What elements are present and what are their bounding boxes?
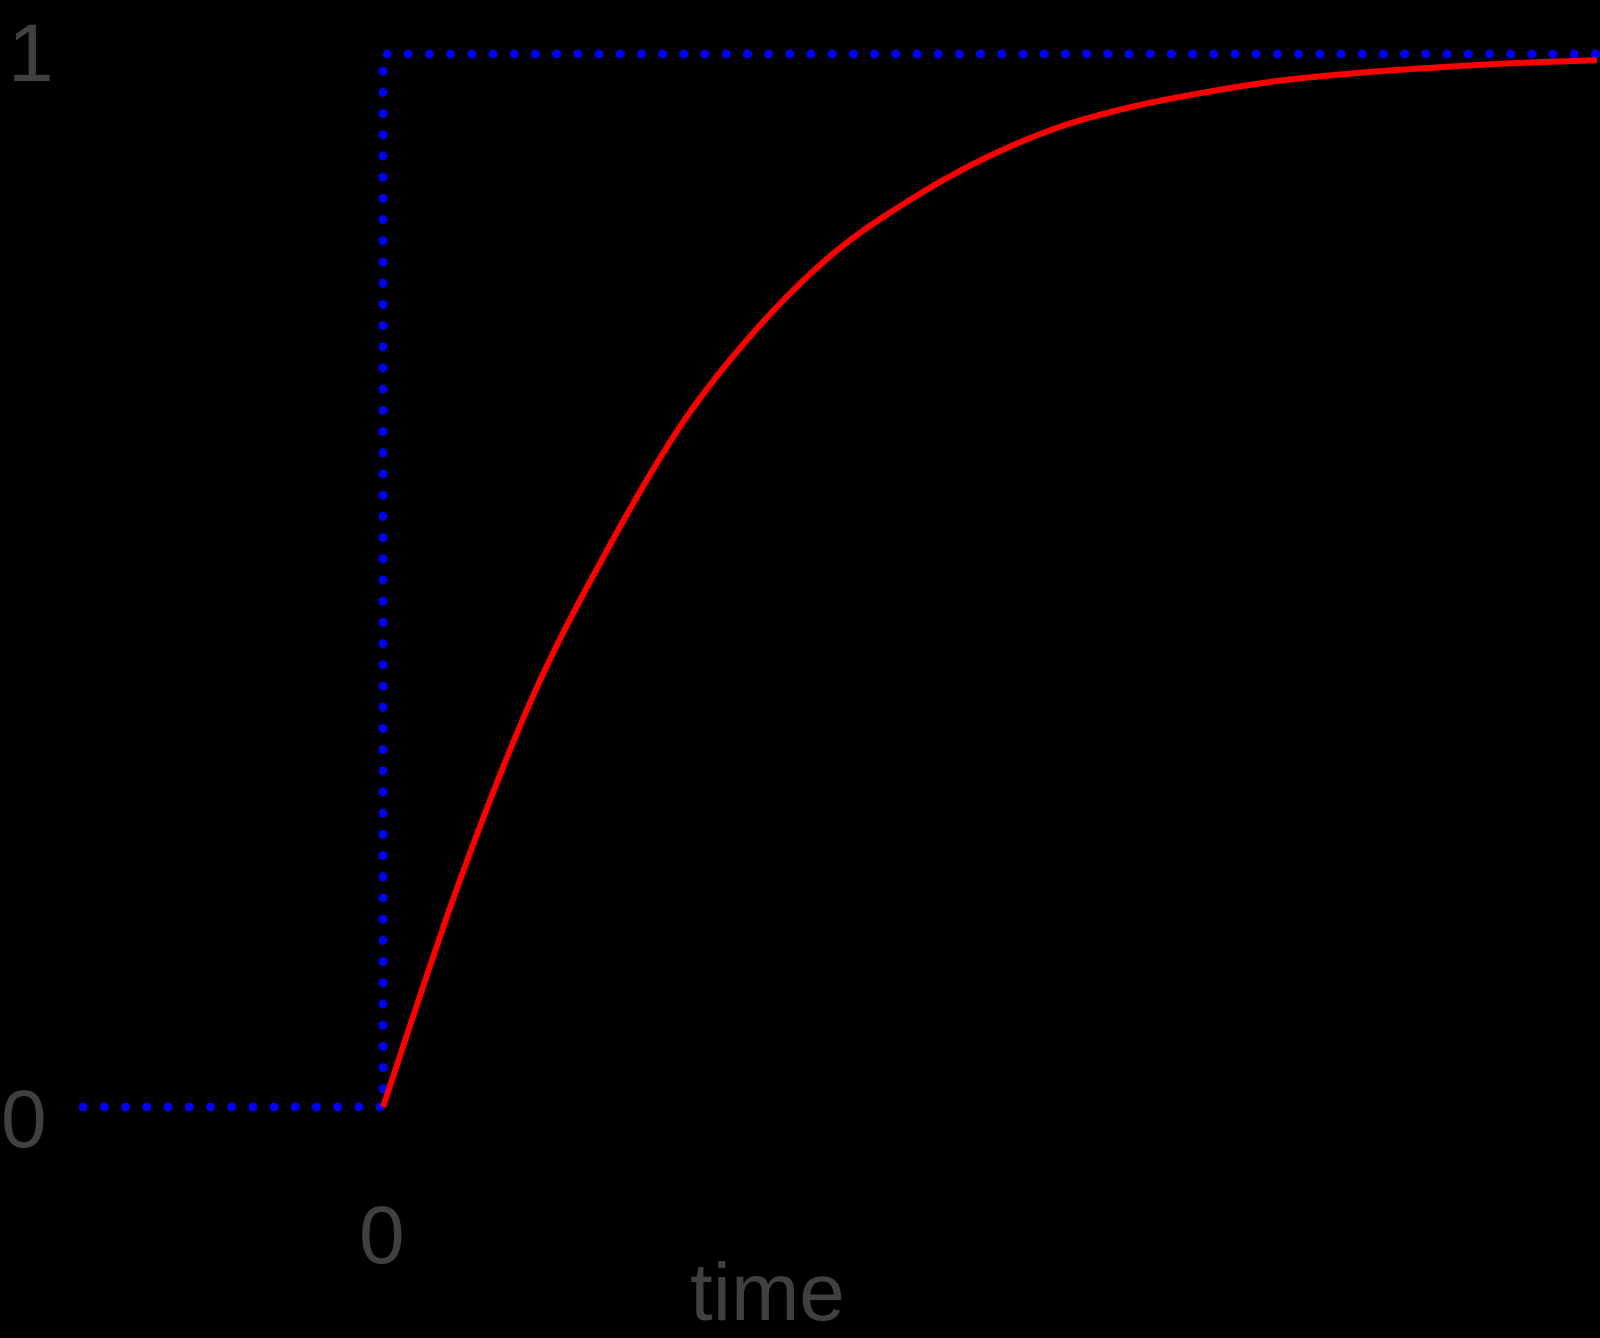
y-tick-label-1: 1 — [8, 8, 54, 99]
y-tick-label-0: 0 — [1, 1074, 47, 1165]
x-axis-label: time — [690, 1247, 845, 1338]
x-tick-label-0: 0 — [359, 1190, 405, 1281]
step-input-line — [78, 49, 1600, 1112]
response-curve — [380, 57, 1598, 1108]
